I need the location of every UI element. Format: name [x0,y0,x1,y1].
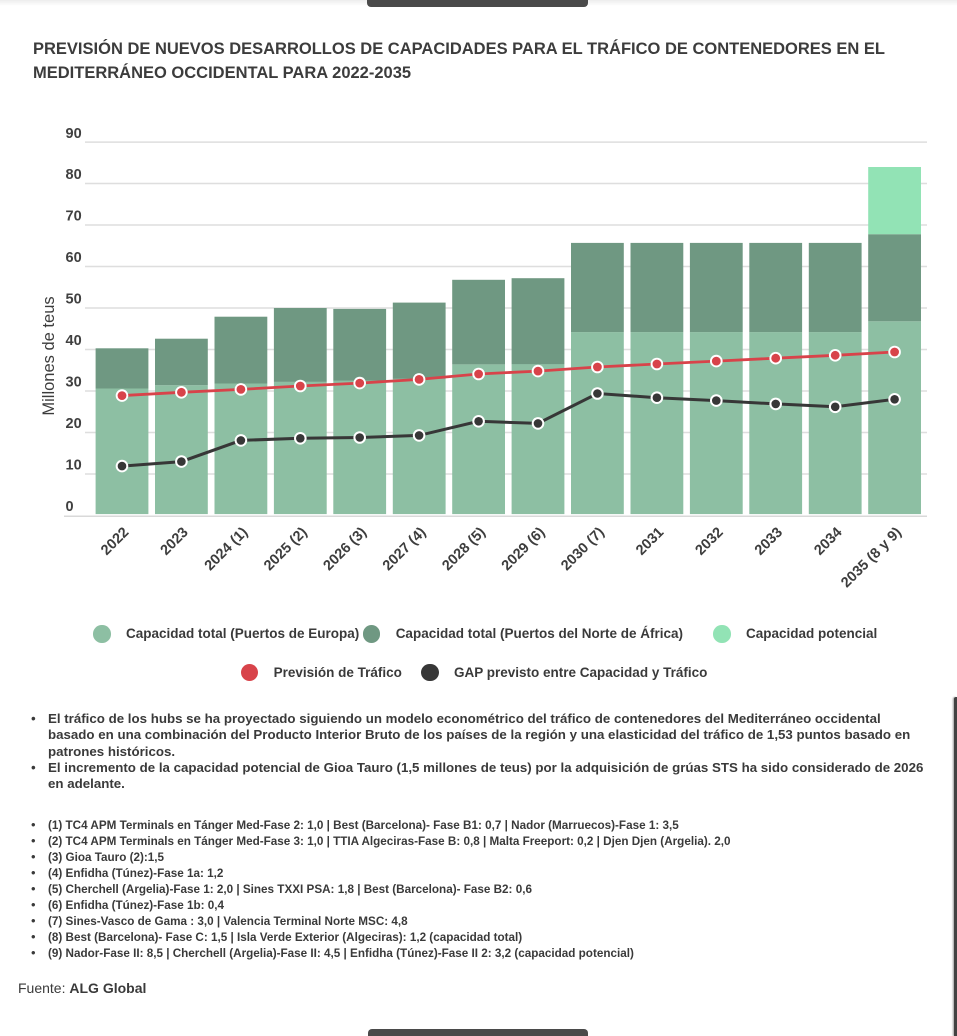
svg-text:2031: 2031 [633,525,667,559]
svg-text:Millones de teus: Millones de teus [40,296,58,415]
svg-text:0: 0 [66,499,74,515]
svg-text:50: 50 [66,292,82,308]
svg-text:2035 (8 y 9): 2035 (8 y 9) [838,524,905,591]
svg-text:2033: 2033 [752,525,786,559]
svg-text:2023: 2023 [158,525,192,559]
svg-text:2034: 2034 [811,525,845,559]
svg-text:70: 70 [66,209,82,225]
svg-text:2029 (6): 2029 (6) [499,524,549,574]
svg-text:10: 10 [66,458,82,474]
svg-text:20: 20 [66,416,82,432]
svg-text:40: 40 [66,333,82,349]
svg-text:2026 (3): 2026 (3) [321,524,371,574]
svg-text:2030 (7): 2030 (7) [558,524,608,574]
svg-text:2028 (5): 2028 (5) [439,524,489,574]
svg-text:2025 (2): 2025 (2) [261,524,311,574]
svg-text:90: 90 [66,126,82,142]
svg-text:30: 30 [66,375,82,391]
svg-text:2022: 2022 [98,525,132,559]
svg-text:60: 60 [66,250,82,266]
svg-text:2027 (4): 2027 (4) [380,524,430,574]
svg-text:2032: 2032 [692,525,726,559]
svg-text:2024 (1): 2024 (1) [202,524,252,574]
svg-text:80: 80 [66,167,82,183]
